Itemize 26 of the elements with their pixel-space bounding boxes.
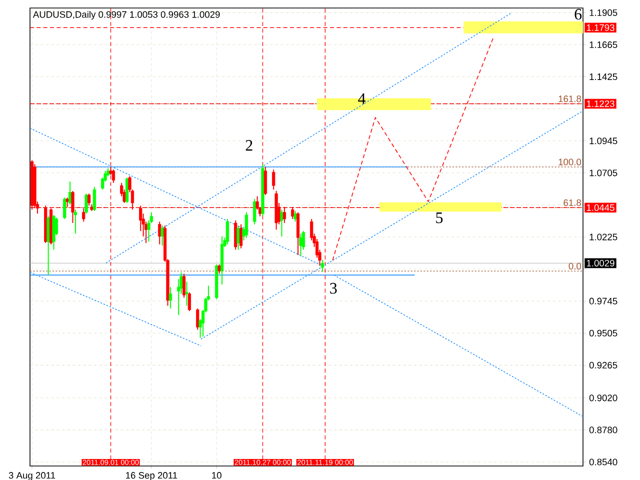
annotation: 61.8 [564, 199, 581, 206]
y-tick-label: 0.9020 [589, 394, 618, 402]
y-tick-label: 1.1665 [590, 41, 618, 48]
annotation: 3 [330, 282, 337, 294]
annotation: 0.0 [568, 262, 582, 270]
annotation: 6 [574, 8, 582, 20]
y-tick-label: 0.9745 [589, 298, 618, 304]
ref-line-label: 1.1223 [586, 100, 614, 108]
ref-line-label: 1.1793 [586, 24, 614, 31]
ref-line-label: 1.0445 [586, 204, 614, 211]
ref-line-label: 1.0029 [586, 260, 614, 266]
x-tick-label: 10 [212, 472, 222, 479]
y-tick-label: 1.0705 [590, 170, 618, 176]
y-tick-label: 1.1905 [590, 9, 618, 16]
y-tick-label: 0.8780 [589, 426, 618, 434]
y-tick-label: 1.0945 [590, 138, 618, 144]
y-tick-label: 1.1425 [590, 73, 618, 80]
annotation: 5 [436, 212, 443, 224]
annotation: 161.8 [558, 96, 581, 102]
annotation: 100.0 [558, 158, 582, 166]
annotation: 2 [246, 140, 252, 151]
chart-title: AUDUSD,Daily 0.9997 1.0053 0.9963 1.0029 [32, 10, 220, 20]
y-tick-label: 0.9265 [589, 362, 618, 368]
y-tick-label: 1.0225 [590, 234, 618, 240]
y-tick-label: 0.8540 [589, 458, 618, 466]
y-tick-label: 0.9505 [589, 330, 618, 336]
